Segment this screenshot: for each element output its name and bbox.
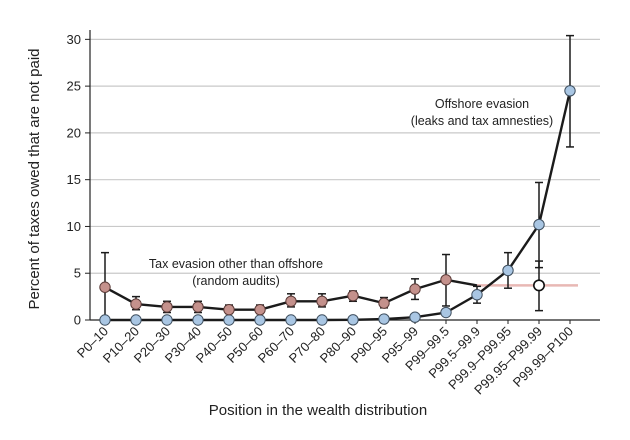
audit-annotation-line2: (random audits) [192,274,280,288]
audit-point [161,301,173,313]
audit-point [532,279,545,292]
audit-point [223,304,235,316]
x-axis-title: Position in the wealth distribution [209,402,427,419]
offshore-point [471,289,483,301]
y-tick-label: 25 [67,79,81,94]
offshore-series-line [105,90,572,322]
audit-point [285,295,297,307]
offshore-point [564,85,576,97]
gridlines [90,38,600,274]
audit-point [192,301,204,313]
offshore-point [192,314,204,326]
offshore-point [316,314,328,326]
audit-point [440,274,452,286]
y-axis-title: Percent of taxes owed that are not paid [26,49,43,310]
y-tick-label: 5 [74,266,81,281]
offshore-point [440,306,452,319]
offshore-point [347,314,359,326]
offshore-point [130,314,142,326]
offshore-point [99,314,111,326]
error-bars [101,34,574,321]
y-tick-label: 30 [67,32,81,47]
offshore-point [533,218,545,231]
offshore-point [409,311,421,323]
offshore-point [161,314,173,326]
offshore-point [378,313,390,325]
audit-annotation-line1: Tax evasion other than offshore [149,257,323,271]
y-tick-label: 10 [67,219,81,234]
audit-point [409,283,421,295]
offshore-point [254,314,266,326]
data-points [99,85,576,326]
y-tick-label: 15 [67,172,81,187]
audit-point [378,297,390,309]
y-tick-label: 20 [67,125,81,140]
offshore-point [502,264,514,277]
offshore-point [223,314,235,326]
y-tick-label: 0 [74,313,81,328]
offshore-annotation-line1: Offshore evasion [435,97,529,111]
audit-point [347,289,359,302]
audit-point [254,304,266,316]
audit-point [316,295,328,307]
offshore-annotation-line2: (leaks and tax amnesties) [411,114,553,128]
audit-point [130,298,142,310]
audit-point [99,281,111,293]
axes [85,30,600,324]
offshore-point [285,314,297,326]
